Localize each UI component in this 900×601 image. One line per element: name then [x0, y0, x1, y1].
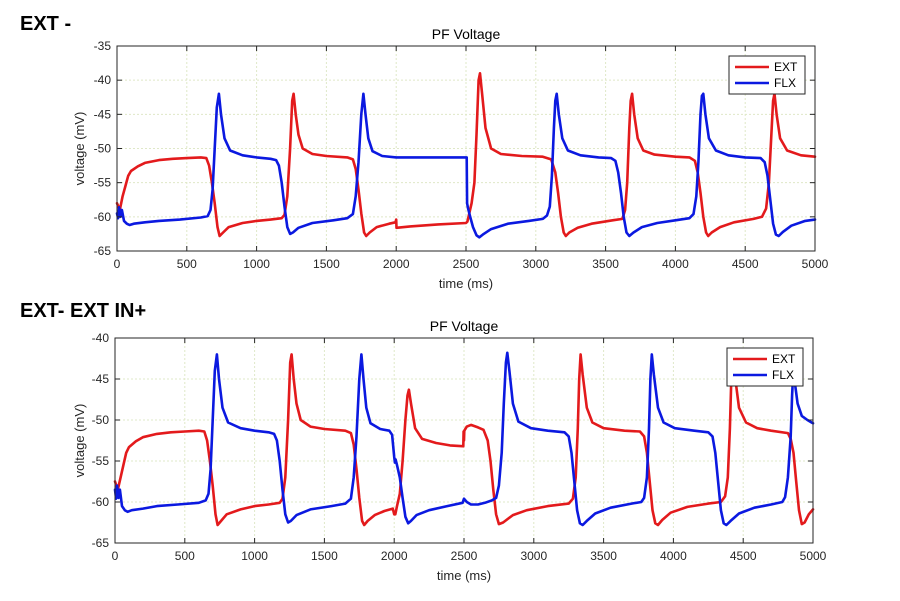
x-axis-label: time (ms) — [439, 276, 493, 291]
x-tick-label: 2000 — [383, 257, 410, 271]
y-tick-label: -60 — [94, 210, 112, 224]
y-tick-label: -60 — [92, 495, 110, 509]
series-line-ext — [113, 353, 815, 527]
chart-title: PF Voltage — [430, 318, 499, 334]
x-tick-label: 2500 — [451, 549, 478, 563]
x-tick-label: 3500 — [592, 257, 619, 271]
y-tick-label: -55 — [94, 176, 112, 190]
series-line-flx — [115, 92, 817, 239]
legend-label-ext: EXT — [772, 352, 796, 366]
y-tick-label: -40 — [94, 73, 112, 87]
y-tick-label: -50 — [92, 413, 110, 427]
y-tick-label: -35 — [94, 39, 112, 53]
panel-heading: EXT- EXT IN+ — [20, 300, 147, 322]
x-tick-label: 500 — [177, 257, 197, 271]
x-tick-label: 4500 — [732, 257, 759, 271]
x-tick-label: 4500 — [730, 549, 757, 563]
legend-box — [728, 55, 806, 95]
x-tick-label: 4000 — [662, 257, 689, 271]
panel-heading: EXT - — [20, 13, 72, 35]
x-tick-label: 1500 — [313, 257, 340, 271]
x-tick-label: 3500 — [590, 549, 617, 563]
x-tick-label: 4000 — [660, 549, 687, 563]
legend-label-flx: FLX — [774, 76, 796, 90]
y-axis-label: voltage (mV) — [72, 404, 87, 478]
x-tick-label: 1000 — [241, 549, 268, 563]
legend: EXT FLX — [726, 347, 804, 387]
x-tick-label: 2000 — [381, 549, 408, 563]
x-tick-label: 1000 — [243, 257, 270, 271]
x-tick-label: 500 — [175, 549, 195, 563]
x-tick-label: 3000 — [520, 549, 547, 563]
series-line-flx — [113, 351, 815, 527]
y-tick-label: -65 — [92, 536, 110, 550]
chart-title: PF Voltage — [432, 26, 501, 42]
legend: EXT FLX — [728, 55, 806, 95]
legend-box — [726, 347, 804, 387]
x-tick-label: 3000 — [522, 257, 549, 271]
y-tick-label: -55 — [92, 454, 110, 468]
y-tick-label: -45 — [94, 107, 112, 121]
x-tick-label: 0 — [114, 257, 121, 271]
x-tick-label: 2500 — [453, 257, 480, 271]
series-line-ext — [115, 72, 817, 238]
y-tick-label: -50 — [94, 142, 112, 156]
y-axis-label: voltage (mV) — [72, 112, 87, 186]
x-tick-label: 0 — [112, 549, 119, 563]
chart-panel-1: 0 500 1000 1500 2000 2500 3000 3500 4000 4500 5000… — [72, 26, 829, 291]
chart-panel-2: 0 500 1000 1500 2000 2500 3000 3500 4000 4500 5000… — [72, 318, 827, 583]
x-axis-label: time (ms) — [437, 568, 491, 583]
x-tick-label: 5000 — [802, 257, 829, 271]
y-tick-label: -65 — [94, 244, 112, 258]
x-tick-label: 5000 — [800, 549, 827, 563]
y-tick-label: -40 — [92, 331, 110, 345]
legend-label-flx: FLX — [772, 368, 794, 382]
legend-label-ext: EXT — [774, 60, 798, 74]
x-tick-label: 1500 — [311, 549, 338, 563]
y-tick-label: -45 — [92, 372, 110, 386]
